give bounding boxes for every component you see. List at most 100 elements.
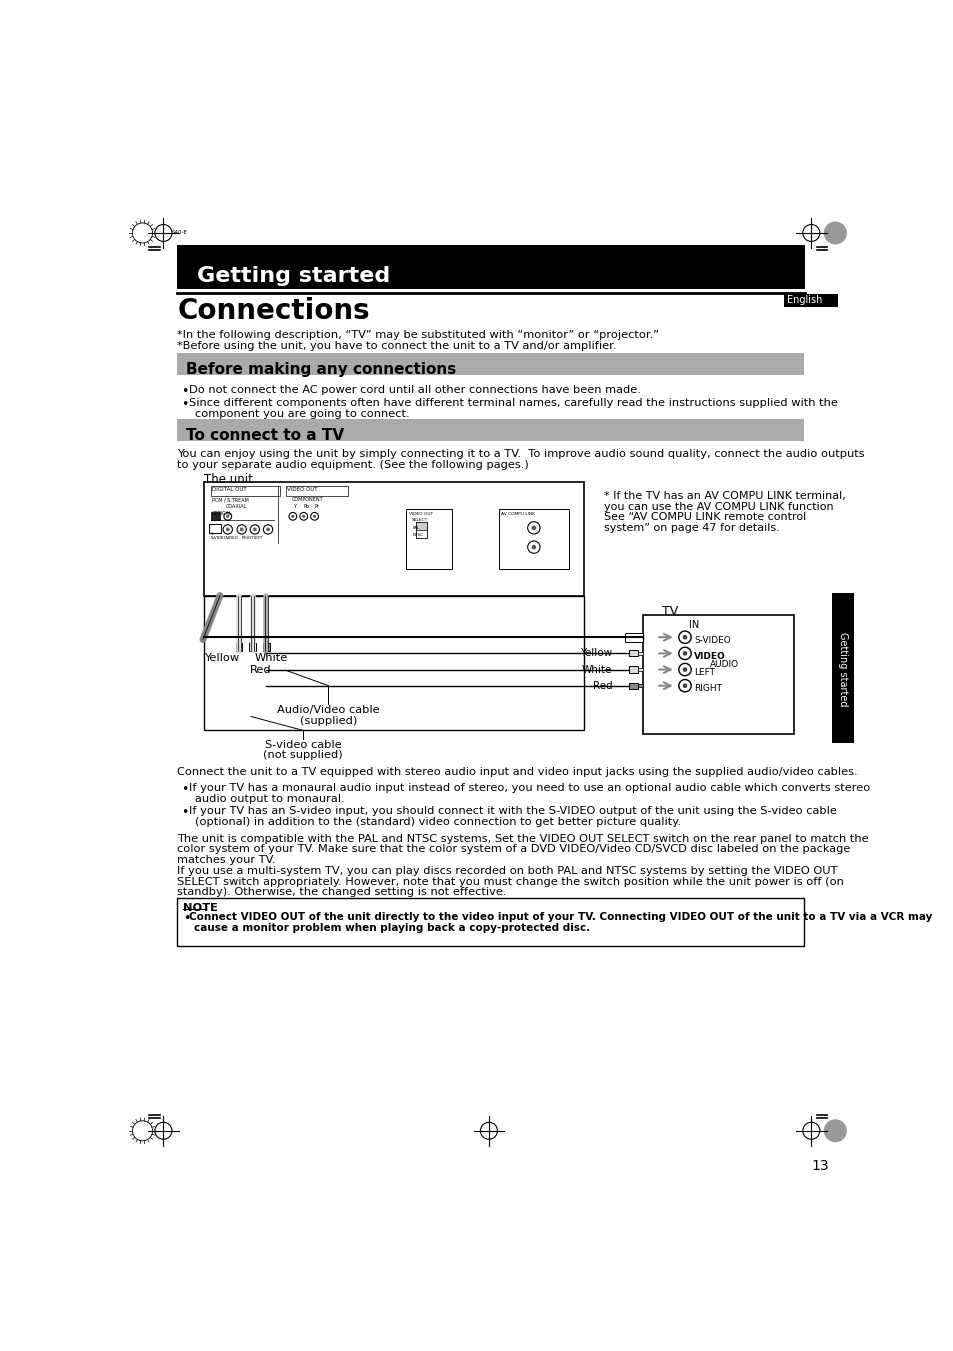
Text: Connect VIDEO OUT of the unit directly to the video input of your TV. Connecting: Connect VIDEO OUT of the unit directly t… bbox=[189, 912, 931, 923]
Text: *In the following description, “TV” may be substituted with “monitor” or “projec: *In the following description, “TV” may … bbox=[177, 330, 659, 340]
Text: •: • bbox=[181, 805, 189, 819]
Bar bbox=[624, 632, 642, 642]
Circle shape bbox=[682, 667, 686, 671]
Text: AV COMPU LINK: AV COMPU LINK bbox=[500, 512, 534, 516]
Bar bbox=[204, 482, 583, 596]
Text: (not supplied): (not supplied) bbox=[263, 750, 342, 761]
Text: VIDEO: VIDEO bbox=[226, 536, 239, 540]
Circle shape bbox=[223, 524, 233, 534]
Text: Audio/Video cable: Audio/Video cable bbox=[277, 705, 379, 715]
Text: you can use the AV COMPU LINK function: you can use the AV COMPU LINK function bbox=[603, 501, 832, 512]
Circle shape bbox=[236, 524, 246, 534]
Text: COAXIAL: COAXIAL bbox=[226, 504, 248, 509]
Text: OPTICAL: OPTICAL bbox=[212, 511, 233, 516]
Text: Connect the unit to a TV equipped with stereo audio input and video input jacks : Connect the unit to a TV equipped with s… bbox=[177, 766, 857, 777]
Bar bbox=[204, 596, 583, 731]
Text: (supplied): (supplied) bbox=[299, 716, 356, 725]
Text: White: White bbox=[581, 665, 612, 674]
Circle shape bbox=[224, 512, 232, 520]
Bar bbox=[211, 486, 280, 496]
Text: (optional) in addition to the (standard) video connection to get better picture : (optional) in addition to the (standard)… bbox=[195, 816, 680, 827]
Circle shape bbox=[239, 527, 243, 531]
Circle shape bbox=[226, 515, 229, 517]
Bar bbox=[498, 508, 568, 569]
Text: Pb: Pb bbox=[303, 504, 310, 509]
Circle shape bbox=[253, 527, 256, 531]
Text: TV: TV bbox=[661, 605, 678, 617]
Text: SELECT switch appropriately. However, note that you must change the switch posit: SELECT switch appropriately. However, no… bbox=[177, 877, 843, 886]
Text: Connections: Connections bbox=[177, 297, 370, 324]
Text: cause a monitor problem when playing back a copy-protected disc.: cause a monitor problem when playing bac… bbox=[194, 923, 590, 934]
Text: You can enjoy using the unit by simply connecting it to a TV.  To improve audio : You can enjoy using the unit by simply c… bbox=[177, 450, 864, 459]
Text: If you use a multi-system TV, you can play discs recorded on both PAL and NTSC s: If you use a multi-system TV, you can pl… bbox=[177, 866, 837, 875]
Text: NTSC: NTSC bbox=[413, 534, 423, 538]
Bar bbox=[177, 353, 802, 374]
Text: * If the TV has an AV COMPU LINK terminal,: * If the TV has an AV COMPU LINK termina… bbox=[603, 490, 844, 501]
Circle shape bbox=[679, 647, 691, 659]
Text: DIGITAL OUT: DIGITAL OUT bbox=[212, 488, 247, 492]
Text: VIDEO OUT: VIDEO OUT bbox=[409, 512, 433, 516]
Circle shape bbox=[823, 222, 845, 243]
Text: COMPONENT: COMPONENT bbox=[291, 497, 322, 503]
Text: Y: Y bbox=[293, 504, 295, 509]
Text: VIDEO OUT: VIDEO OUT bbox=[287, 488, 317, 492]
Bar bbox=[629, 650, 638, 657]
Bar bbox=[249, 643, 255, 651]
Text: The unit: The unit bbox=[204, 473, 253, 486]
Bar bbox=[286, 486, 348, 496]
Text: AUDIO: AUDIO bbox=[709, 659, 739, 669]
Circle shape bbox=[679, 680, 691, 692]
Text: RIGHT: RIGHT bbox=[241, 536, 254, 540]
Circle shape bbox=[313, 515, 315, 517]
Circle shape bbox=[266, 527, 270, 531]
Bar bbox=[638, 651, 642, 655]
Circle shape bbox=[527, 540, 539, 554]
Circle shape bbox=[679, 663, 691, 676]
Text: Red: Red bbox=[592, 681, 612, 690]
Text: color system of your TV. Make sure that the color system of a DVD VIDEO/Video CD: color system of your TV. Make sure that … bbox=[177, 844, 850, 854]
Text: S40-E: S40-E bbox=[171, 230, 187, 235]
Text: IN: IN bbox=[688, 620, 699, 630]
Text: Do not connect the AC power cord until all other connections have been made.: Do not connect the AC power cord until a… bbox=[189, 385, 640, 396]
Text: PCM / S.TREAM: PCM / S.TREAM bbox=[212, 497, 249, 503]
Circle shape bbox=[299, 512, 307, 520]
Text: Red: Red bbox=[249, 665, 271, 676]
Bar bbox=[177, 245, 804, 289]
Bar bbox=[177, 419, 802, 440]
Bar bbox=[629, 666, 638, 673]
Text: Before making any connections: Before making any connections bbox=[186, 362, 456, 377]
Text: If your TV has an S-video input, you should connect it with the S-VIDEO output o: If your TV has an S-video input, you sho… bbox=[189, 805, 836, 816]
Text: standby). Otherwise, the changed setting is not effective.: standby). Otherwise, the changed setting… bbox=[177, 888, 506, 897]
Bar bbox=[831, 593, 853, 743]
Circle shape bbox=[682, 651, 686, 655]
Text: system” on page 47 for details.: system” on page 47 for details. bbox=[603, 523, 779, 534]
Circle shape bbox=[289, 512, 296, 520]
Bar bbox=[416, 523, 427, 538]
Circle shape bbox=[527, 521, 539, 534]
Text: •: • bbox=[181, 397, 189, 411]
Bar bbox=[638, 667, 642, 671]
Text: If your TV has a monaural audio input instead of stereo, you need to use an opti: If your TV has a monaural audio input in… bbox=[189, 782, 869, 793]
Text: LEFT: LEFT bbox=[694, 669, 715, 677]
Text: •: • bbox=[181, 782, 189, 796]
Text: S-video cable: S-video cable bbox=[264, 739, 341, 750]
Text: LEFT: LEFT bbox=[253, 536, 263, 540]
Bar bbox=[263, 643, 270, 651]
Text: Getting started: Getting started bbox=[196, 266, 390, 286]
Bar bbox=[211, 512, 220, 520]
Circle shape bbox=[823, 1120, 845, 1142]
Text: •: • bbox=[181, 385, 189, 399]
Text: Yellow: Yellow bbox=[579, 648, 612, 658]
Text: SELECT: SELECT bbox=[411, 517, 427, 521]
Text: VIDEO: VIDEO bbox=[694, 653, 725, 661]
Bar bbox=[629, 682, 638, 689]
Circle shape bbox=[291, 515, 294, 517]
Text: See “AV COMPU LINK remote control: See “AV COMPU LINK remote control bbox=[603, 512, 805, 523]
Circle shape bbox=[250, 524, 259, 534]
Text: RIGHT: RIGHT bbox=[694, 685, 721, 693]
Text: The unit is compatible with the PAL and NTSC systems, Set the VIDEO OUT SELECT s: The unit is compatible with the PAL and … bbox=[177, 834, 868, 843]
Circle shape bbox=[531, 544, 536, 550]
Circle shape bbox=[302, 515, 305, 517]
Text: Since different components often have different terminal names, carefully read t: Since different components often have di… bbox=[189, 397, 837, 408]
Circle shape bbox=[226, 527, 230, 531]
